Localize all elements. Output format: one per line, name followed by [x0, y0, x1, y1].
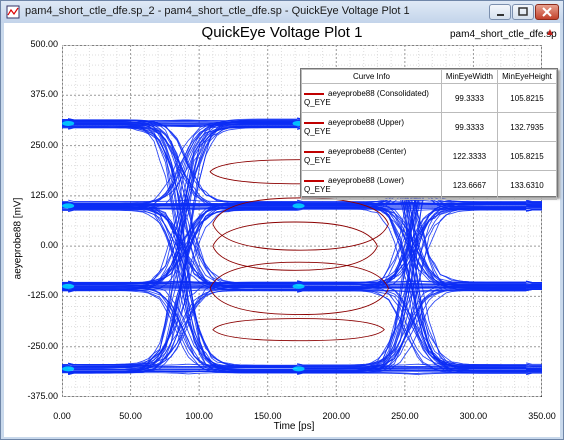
minimize-icon — [497, 14, 504, 16]
eye-crossing-highlight — [292, 203, 305, 209]
legend-min-eye-height: 105.8215 — [496, 83, 558, 113]
maximize-icon — [518, 7, 528, 16]
window-title: pam4_short_ctle_dfe.sp_2 - pam4_short_ct… — [25, 5, 410, 17]
series-swatch — [304, 179, 324, 182]
eye-trace — [68, 123, 298, 207]
legend-curve-sub: Q_EYE — [304, 98, 331, 107]
y-tick-label: -250.00 — [27, 340, 58, 351]
x-tick-label: 250.00 — [391, 411, 419, 421]
eye-trace — [68, 207, 298, 372]
maximize-button[interactable] — [512, 4, 534, 20]
plot-title: QuickEye Voltage Plot 1 — [201, 24, 363, 41]
legend-header-min-eye-width: MinEyeWidth — [440, 69, 498, 84]
x-axis-label: Time [ps] — [273, 421, 315, 432]
x-tick-label: 200.00 — [322, 411, 351, 421]
file-label: pam4_short_ctle_dfe.sp — [450, 29, 557, 40]
legend-curve-name: aeyeprobe88 (Center) — [328, 147, 407, 156]
legend-min-eye-width: 99.3333 — [440, 112, 498, 142]
legend-row[interactable]: aeyeprobe88 (Lower) Q_EYE 123.6667 133.63… — [301, 170, 558, 200]
warning-icon[interactable]: ▲ — [545, 27, 555, 38]
legend-curve-sub: Q_EYE — [304, 185, 331, 194]
eye-crossing-highlight — [62, 366, 75, 372]
eye-mask-contour — [212, 197, 389, 251]
legend-table[interactable]: Curve Info MinEyeWidth MinEyeHeight aeye… — [300, 68, 558, 200]
legend-curve-name: aeyeprobe88 (Upper) — [328, 118, 405, 127]
series-swatch — [304, 150, 324, 153]
legend-row[interactable]: aeyeprobe88 (Center) Q_EYE 122.3333 105.8… — [301, 141, 558, 171]
legend-min-eye-height: 105.8215 — [496, 141, 558, 171]
eye-trace — [68, 126, 298, 211]
legend-curve-name: aeyeprobe88 (Consolidated) — [328, 89, 429, 98]
legend-curve-sub: Q_EYE — [304, 156, 331, 165]
x-tick-label: 100.00 — [185, 411, 213, 421]
legend-row[interactable]: aeyeprobe88 (Upper) Q_EYE 99.3333 132.793… — [301, 112, 558, 142]
x-tick-label: 0.00 — [53, 411, 71, 421]
x-tick-label: 150.00 — [253, 411, 282, 421]
eye-crossing-highlight — [292, 283, 305, 289]
legend-curve-sub: Q_EYE — [304, 127, 331, 136]
series-swatch — [304, 92, 324, 95]
x-tick-label: 300.00 — [459, 411, 488, 421]
legend-row[interactable]: aeyeprobe88 (Consolidated) Q_EYE 99.3333 … — [301, 83, 558, 113]
eye-crossing-highlight — [62, 203, 75, 209]
eye-crossing-highlight — [62, 120, 75, 126]
x-tick-label: 50.00 — [119, 411, 142, 421]
eye-crossing-highlight — [292, 366, 305, 372]
legend-curve-name: aeyeprobe88 (Lower) — [328, 176, 405, 185]
eye-crossing-highlight — [62, 283, 75, 289]
title-bar[interactable]: pam4_short_ctle_dfe.sp_2 - pam4_short_ct… — [1, 1, 563, 23]
x-tick-label: 350.00 — [528, 411, 556, 421]
y-tick-label: 250.00 — [30, 139, 58, 150]
eye-trace — [68, 127, 298, 292]
minimize-button[interactable] — [489, 4, 511, 20]
legend-min-eye-width: 122.3333 — [440, 141, 498, 171]
eye-trace — [68, 118, 298, 203]
eye-trace — [297, 208, 527, 211]
legend-header-curve-info: Curve Info — [301, 69, 442, 84]
eye-trace — [68, 209, 298, 293]
y-tick-label: -375.00 — [27, 391, 58, 401]
legend-min-eye-height: 133.6310 — [496, 170, 558, 200]
legend-header-min-eye-height: MinEyeHeight — [496, 69, 558, 84]
y-tick-label: 500.00 — [30, 39, 58, 49]
series-swatch — [304, 121, 324, 124]
legend-min-eye-width: 99.3333 — [440, 83, 498, 113]
legend-min-eye-width: 123.6667 — [440, 170, 498, 200]
close-icon — [542, 7, 552, 17]
y-tick-label: 125.00 — [30, 189, 58, 200]
close-button[interactable] — [535, 4, 559, 20]
plot-area: QuickEye Voltage Plot 1 pam4_short_ctle_… — [4, 23, 560, 437]
eye-mask-contour — [212, 318, 385, 342]
y-tick-label: 375.00 — [30, 89, 58, 100]
y-axis-label: aeyeprobe88 [mV] — [12, 197, 24, 280]
eye-mask-contour — [212, 221, 378, 271]
app-icon — [6, 5, 20, 19]
eye-mask-contour — [209, 261, 389, 315]
legend-min-eye-height: 132.7935 — [496, 112, 558, 142]
eye-trace — [68, 123, 298, 208]
y-tick-label: -125.00 — [27, 290, 58, 301]
y-tick-label: 0.00 — [40, 240, 58, 251]
